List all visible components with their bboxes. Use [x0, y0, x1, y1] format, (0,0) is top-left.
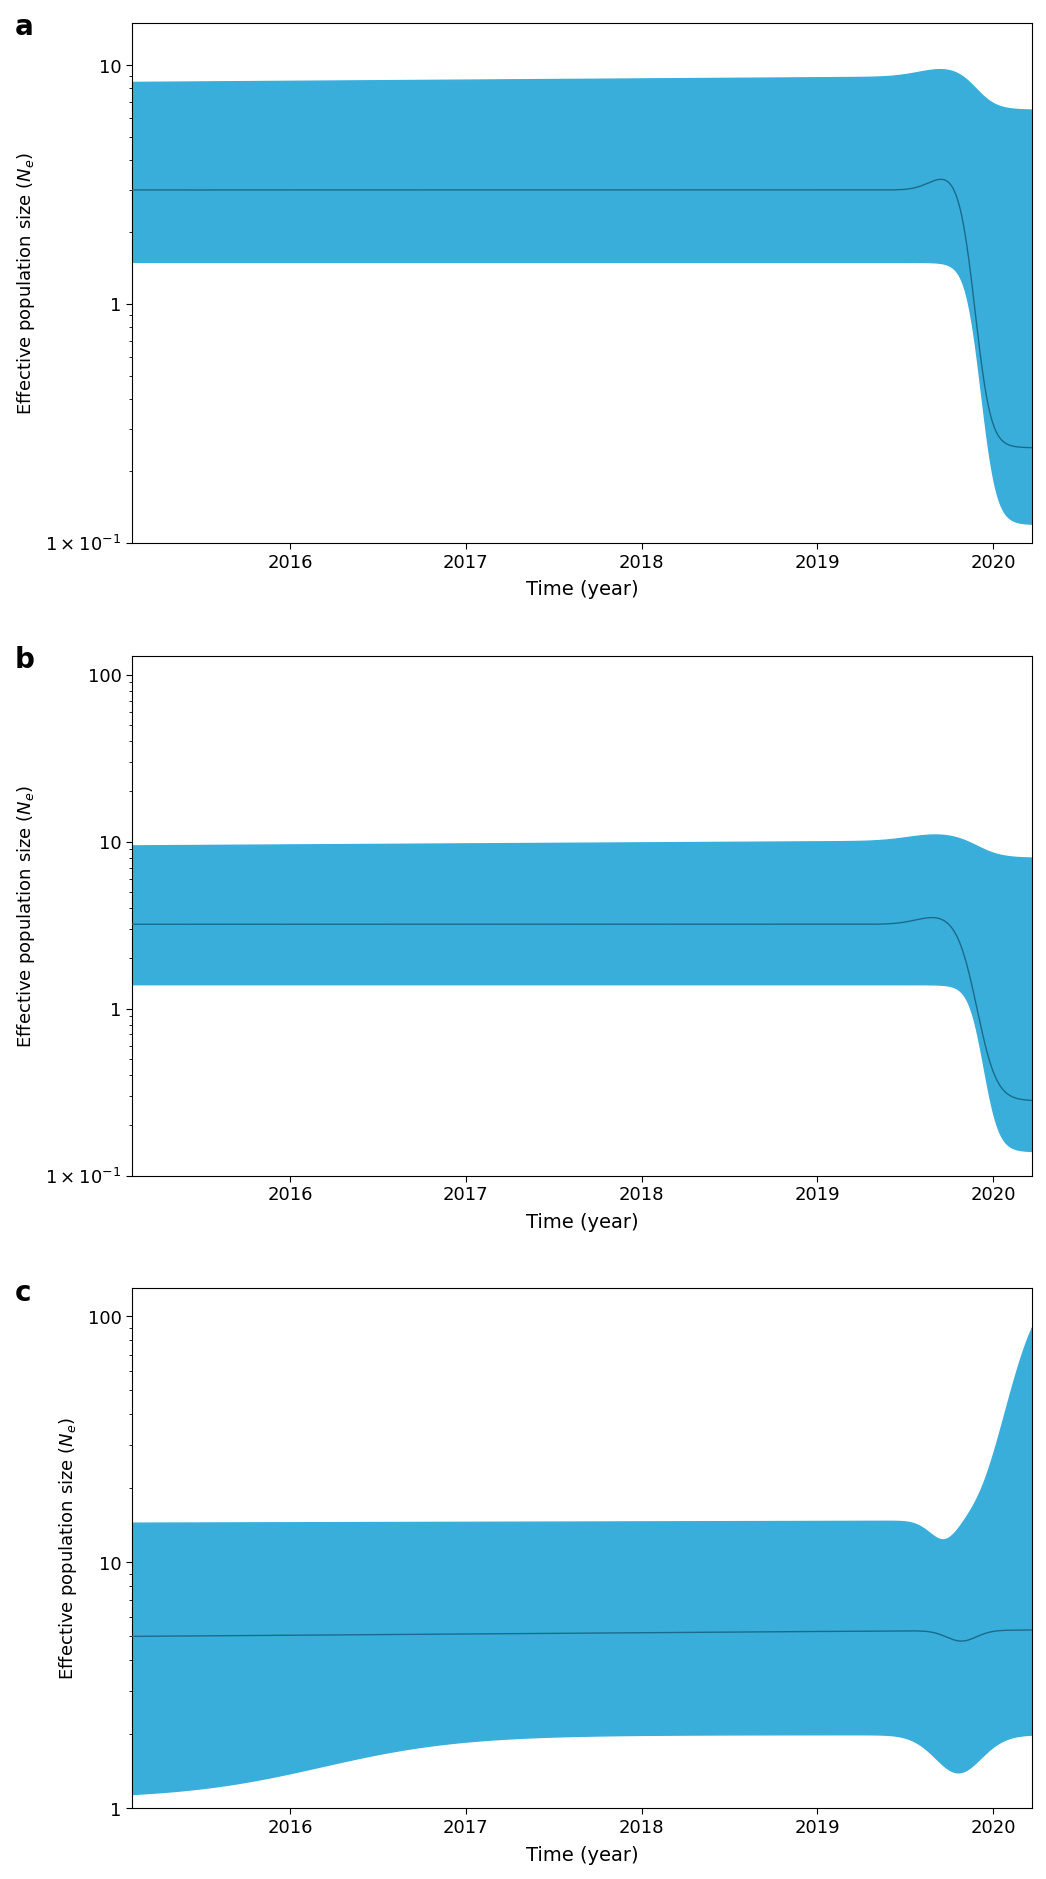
Text: a: a — [15, 13, 33, 41]
Text: c: c — [15, 1278, 31, 1306]
Y-axis label: Effective population size ($N_e$): Effective population size ($N_e$) — [58, 1417, 79, 1680]
Text: b: b — [15, 646, 35, 675]
X-axis label: Time (year): Time (year) — [525, 1212, 638, 1231]
X-axis label: Time (year): Time (year) — [525, 1845, 638, 1864]
X-axis label: Time (year): Time (year) — [525, 581, 638, 599]
Y-axis label: Effective population size ($N_e$): Effective population size ($N_e$) — [15, 785, 37, 1047]
Y-axis label: Effective population size ($N_e$): Effective population size ($N_e$) — [15, 152, 37, 415]
